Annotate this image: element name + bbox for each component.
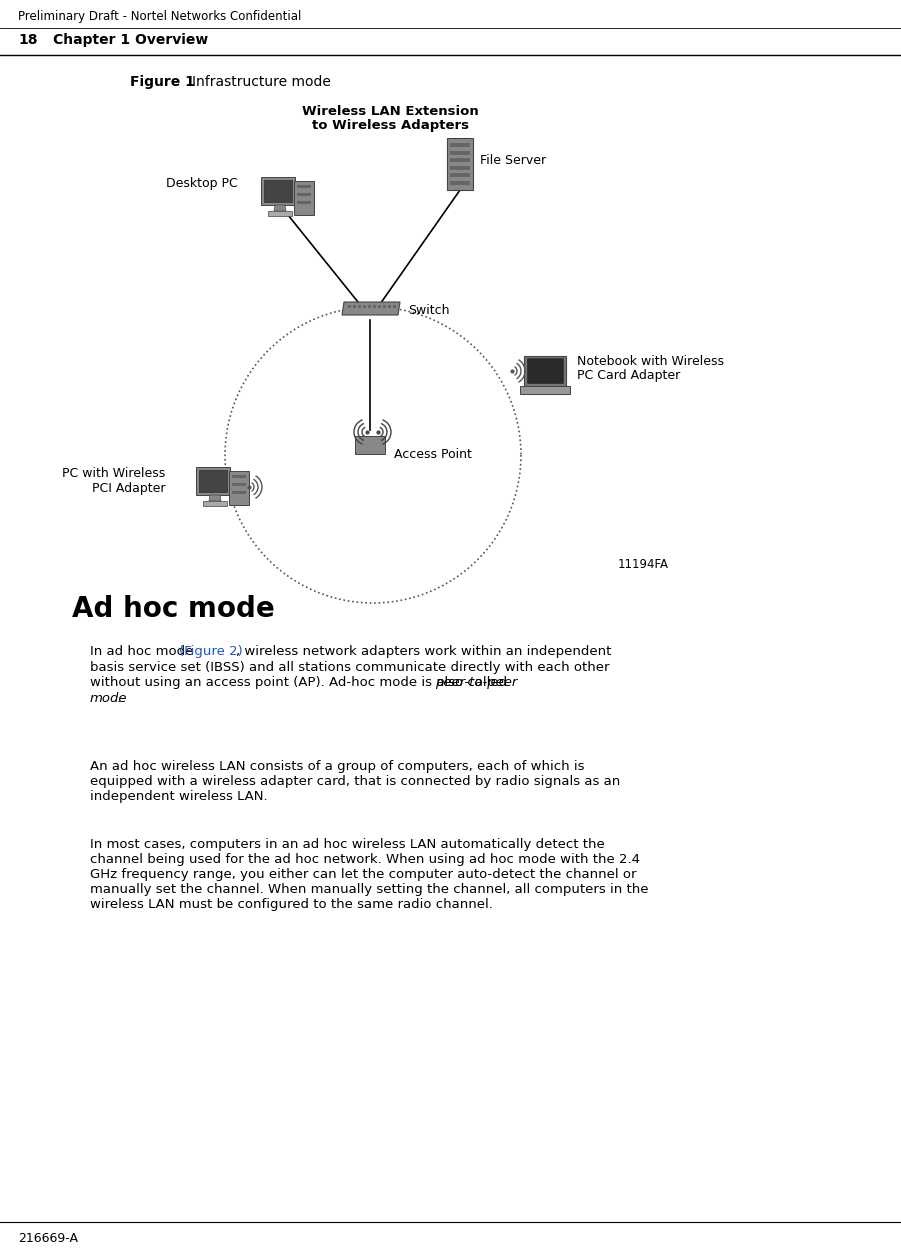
FancyBboxPatch shape [232, 483, 246, 486]
FancyBboxPatch shape [355, 436, 385, 454]
Text: 11194FA: 11194FA [618, 558, 669, 571]
FancyBboxPatch shape [297, 185, 311, 188]
FancyBboxPatch shape [450, 180, 470, 184]
Text: PC Card Adapter: PC Card Adapter [577, 369, 680, 382]
FancyBboxPatch shape [378, 305, 381, 308]
Text: An ad hoc wireless LAN consists of a group of computers, each of which is
equipp: An ad hoc wireless LAN consists of a gro… [90, 760, 620, 803]
Text: Notebook with Wireless: Notebook with Wireless [577, 356, 724, 368]
Text: basis service set (IBSS) and all stations communicate directly with each other: basis service set (IBSS) and all station… [90, 661, 609, 674]
Text: Ad hoc mode: Ad hoc mode [72, 595, 275, 623]
Text: Infrastructure mode: Infrastructure mode [192, 75, 331, 89]
FancyBboxPatch shape [393, 305, 396, 308]
Polygon shape [274, 205, 286, 212]
FancyBboxPatch shape [199, 470, 227, 492]
FancyBboxPatch shape [450, 173, 470, 177]
FancyBboxPatch shape [232, 491, 246, 495]
Polygon shape [342, 302, 400, 316]
Text: 18: 18 [18, 33, 38, 48]
Text: (Figure 2): (Figure 2) [179, 645, 242, 659]
Text: 216669-A: 216669-A [18, 1232, 78, 1244]
FancyBboxPatch shape [447, 138, 473, 190]
Text: Preliminary Draft - Nortel Networks Confidential: Preliminary Draft - Nortel Networks Conf… [18, 10, 301, 23]
FancyBboxPatch shape [373, 305, 376, 308]
Text: Desktop PC: Desktop PC [167, 177, 238, 189]
Text: Access Point: Access Point [394, 448, 472, 462]
Text: to Wireless Adapters: to Wireless Adapters [312, 119, 469, 131]
Text: without using an access point (AP). Ad-hoc mode is also called: without using an access point (AP). Ad-h… [90, 676, 512, 689]
Text: Chapter 1 Overview: Chapter 1 Overview [53, 33, 208, 48]
FancyBboxPatch shape [353, 305, 356, 308]
Text: PCI Adapter: PCI Adapter [92, 482, 165, 495]
Text: Wireless LAN Extension: Wireless LAN Extension [302, 105, 478, 118]
FancyBboxPatch shape [450, 150, 470, 154]
Text: , wireless network adapters work within an independent: , wireless network adapters work within … [236, 645, 612, 659]
FancyBboxPatch shape [450, 165, 470, 169]
FancyBboxPatch shape [358, 305, 361, 308]
Text: PC with Wireless: PC with Wireless [62, 467, 165, 480]
FancyBboxPatch shape [261, 177, 295, 205]
FancyBboxPatch shape [524, 356, 566, 386]
FancyBboxPatch shape [297, 202, 311, 204]
Text: .: . [117, 691, 121, 705]
Text: In ad hoc mode: In ad hoc mode [90, 645, 197, 659]
FancyBboxPatch shape [363, 305, 366, 308]
Text: Switch: Switch [408, 303, 450, 317]
FancyBboxPatch shape [450, 143, 470, 146]
FancyBboxPatch shape [203, 501, 227, 506]
FancyBboxPatch shape [268, 212, 292, 217]
FancyBboxPatch shape [388, 305, 391, 308]
Text: File Server: File Server [480, 154, 546, 167]
FancyBboxPatch shape [348, 305, 351, 308]
FancyBboxPatch shape [383, 305, 386, 308]
FancyBboxPatch shape [229, 471, 249, 505]
FancyBboxPatch shape [450, 158, 470, 162]
FancyBboxPatch shape [297, 193, 311, 197]
FancyBboxPatch shape [232, 475, 246, 478]
FancyBboxPatch shape [196, 467, 230, 495]
Text: Figure 1: Figure 1 [130, 75, 195, 89]
FancyBboxPatch shape [520, 386, 570, 394]
FancyBboxPatch shape [368, 305, 371, 308]
FancyBboxPatch shape [264, 180, 292, 202]
Polygon shape [209, 495, 221, 501]
Text: In most cases, computers in an ad hoc wireless LAN automatically detect the
chan: In most cases, computers in an ad hoc wi… [90, 838, 649, 911]
FancyBboxPatch shape [294, 182, 314, 215]
Text: peer-to-peer: peer-to-peer [435, 676, 517, 689]
Text: mode: mode [90, 691, 128, 705]
FancyBboxPatch shape [527, 358, 563, 383]
